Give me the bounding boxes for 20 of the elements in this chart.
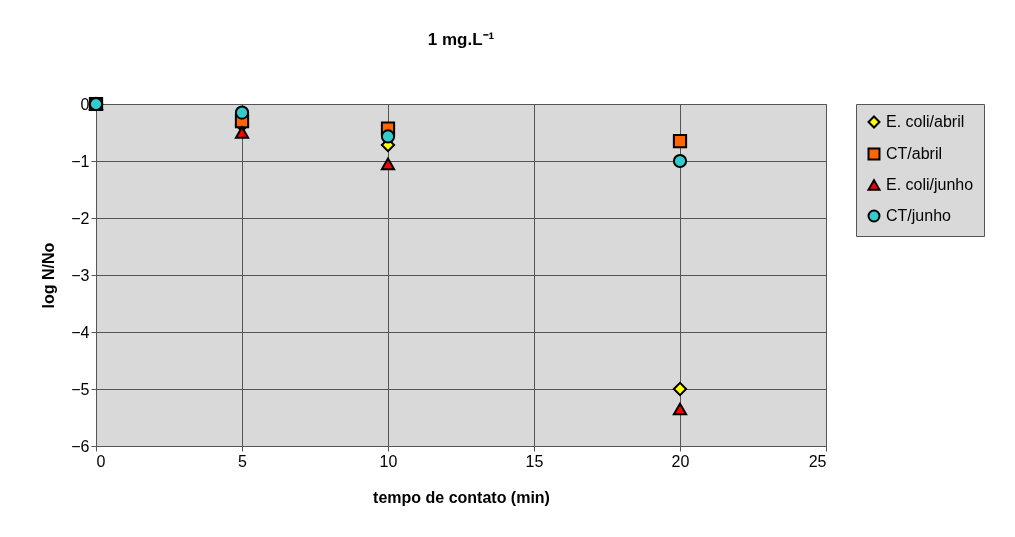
x-tick-label: 5 [238, 452, 248, 470]
x-axis-title: tempo de contato (min) [373, 488, 550, 506]
y-tick-label: 0 [80, 95, 90, 113]
legend-label: E. coli/abril [886, 113, 965, 130]
x-tick-label: 20 [671, 452, 690, 470]
x-tick-label: 0 [96, 452, 106, 470]
y-tick-label: −5 [71, 380, 90, 398]
y-tick-label: −3 [71, 266, 90, 284]
y-tick-label: −4 [71, 323, 90, 341]
legend-label: E. coli/junho [886, 176, 974, 193]
chart-title: 1 mg.L⁻¹ [427, 29, 495, 49]
legend-label: CT/abril [886, 145, 943, 162]
y-tick-label: −1 [71, 152, 90, 170]
y-tick-label: −2 [71, 209, 90, 227]
x-tick-label: 10 [379, 452, 398, 470]
legend-label: CT/junho [886, 207, 952, 224]
y-tick-label: −6 [71, 437, 90, 455]
y-axis-title: log N/No [40, 242, 58, 309]
x-tick-label: 15 [525, 452, 544, 470]
x-tick-label: 25 [808, 452, 827, 470]
